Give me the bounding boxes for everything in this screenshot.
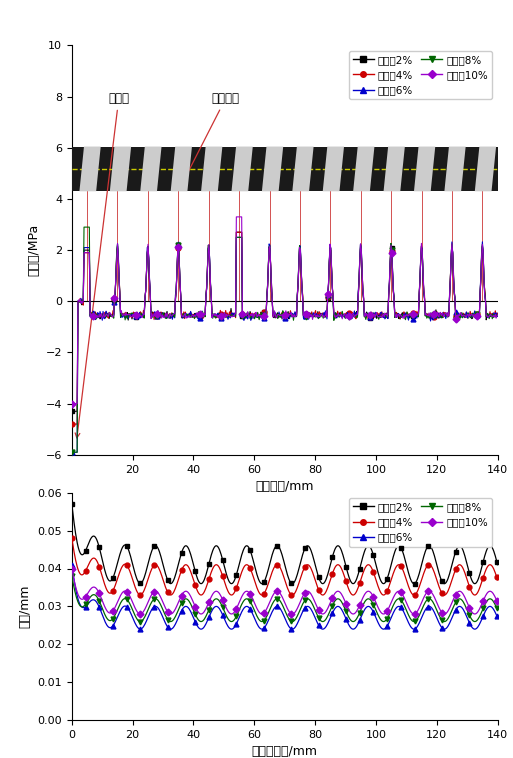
X-axis label: 锤杆长度/mm: 锤杆长度/mm [255,480,314,493]
Polygon shape [171,146,192,191]
Text: （a）锤固剂剪应力分布规律: （a）锤固剂剪应力分布规律 [230,496,339,509]
Bar [72,146,498,191]
Polygon shape [292,146,313,191]
Legend: 固胶比2%, 固胶比4%, 固胶比6%, 固胶比8%, 固胶比10%: 固胶比2%, 固胶比4%, 固胶比6%, 固胶比8%, 固胶比10% [349,51,492,99]
Polygon shape [201,146,222,191]
Y-axis label: 位移/mm: 位移/mm [19,584,32,628]
Text: 受力端: 受力端 [75,92,129,438]
Polygon shape [262,146,283,191]
Polygon shape [475,146,496,191]
Polygon shape [80,146,101,191]
X-axis label: 锤固剂长度/mm: 锤固剂长度/mm [252,745,318,758]
Polygon shape [323,146,344,191]
Polygon shape [140,146,162,191]
Polygon shape [110,146,131,191]
Polygon shape [384,146,405,191]
Polygon shape [353,146,374,191]
Polygon shape [414,146,435,191]
Y-axis label: 剪应力/MPa: 剪应力/MPa [27,224,40,276]
Legend: 固胶比2%, 固胶比4%, 固胶比6%, 固胶比8%, 固胶比10%: 固胶比2%, 固胶比4%, 固胶比6%, 固胶比8%, 固胶比10% [349,498,492,547]
Text: 测线位置: 测线位置 [180,92,240,187]
Polygon shape [231,146,253,191]
Polygon shape [444,146,466,191]
